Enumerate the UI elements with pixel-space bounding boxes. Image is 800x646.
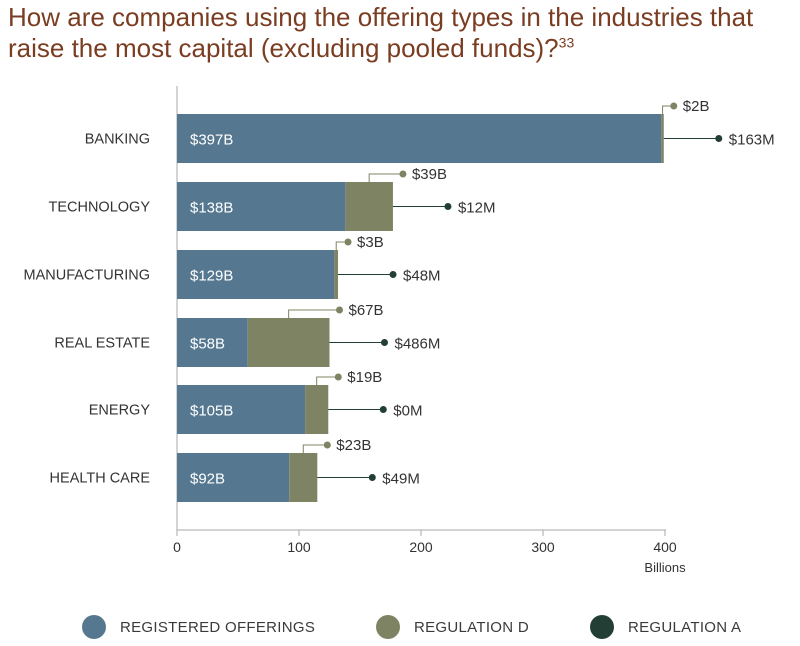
- category-label-real-estate: REAL ESTATE: [54, 336, 150, 352]
- bar-label-registered-health-care: $92B: [190, 471, 225, 488]
- bar-regd-banking: [661, 114, 664, 163]
- bar-regd-energy: [305, 385, 329, 434]
- callout-dot-regd-banking: [670, 102, 678, 110]
- legend-label-registered-offerings: REGISTERED OFFERINGS: [120, 618, 316, 636]
- leader-dot-rega-energy: [379, 406, 387, 413]
- category-label-technology: TECHNOLOGY: [48, 200, 150, 216]
- callout-dot-regd-manufacturing: [344, 238, 352, 246]
- chart-legend: REGISTERED OFFERINGS REGULATION D REGULA…: [0, 612, 800, 642]
- callout-dot-regd-energy: [334, 373, 342, 381]
- leader-label-rega-energy: $0M: [393, 403, 422, 420]
- x-axis-title: Billions: [644, 560, 686, 575]
- leader-dot-rega-banking: [715, 135, 723, 142]
- callout-line-regd-energy: [316, 376, 339, 385]
- callout-label-regd-health-care: $23B: [336, 437, 371, 454]
- bar-label-registered-real-estate: $58B: [190, 336, 225, 353]
- bar-chart: 0 100 200 300 400 Billions BANKING $397B $2B $163…: [24, 86, 775, 575]
- leader-label-rega-banking: $163M: [729, 132, 775, 149]
- legend-swatch-regulation-a: [590, 615, 614, 639]
- leader-dot-rega-health-care: [368, 474, 376, 481]
- callout-line-regd-real-estate: [288, 309, 340, 318]
- callout-line-regd-technology: [368, 173, 403, 182]
- leader-label-rega-manufacturing: $48M: [403, 268, 441, 285]
- x-tick-label: 400: [653, 539, 677, 555]
- bar-regd-real-estate: [247, 318, 330, 367]
- chart-title: How are companies using the offering typ…: [8, 2, 793, 64]
- legend-label-regulation-a: REGULATION A: [628, 618, 742, 636]
- bar-regd-health-care: [289, 453, 318, 502]
- leader-label-rega-technology: $12M: [458, 200, 496, 217]
- chart-title-text: How are companies using the offering typ…: [8, 2, 754, 63]
- bar-label-registered-banking: $397B: [190, 132, 233, 149]
- legend-item-regulation-a: REGULATION A: [590, 612, 741, 642]
- x-tick-label: 100: [287, 539, 311, 555]
- bar-registered-real-estate: [177, 318, 248, 367]
- category-label-banking: BANKING: [85, 132, 150, 148]
- category-label-energy: ENERGY: [89, 403, 151, 419]
- bar-registered-banking: [177, 114, 662, 163]
- x-tick-label: 200: [409, 539, 433, 555]
- callout-label-regd-energy: $19B: [347, 369, 382, 386]
- leader-label-rega-health-care: $49M: [382, 471, 420, 488]
- footnote-marker: 33: [558, 34, 575, 51]
- leader-dot-rega-manufacturing: [389, 271, 397, 278]
- callout-label-regd-real-estate: $67B: [349, 302, 384, 319]
- callout-dot-regd-technology: [399, 170, 407, 178]
- callout-dot-regd-health-care: [323, 441, 331, 449]
- bar-registered-technology: [177, 182, 346, 231]
- legend-swatch-regulation-d: [376, 615, 400, 639]
- category-label-health-care: HEALTH CARE: [50, 471, 151, 487]
- leader-dot-rega-technology: [444, 203, 452, 210]
- callout-label-regd-banking: $2B: [683, 98, 710, 115]
- bar-registered-health-care: [177, 453, 290, 502]
- bar-registered-manufacturing: [177, 250, 335, 299]
- leader-dot-rega-real-estate: [381, 339, 388, 346]
- x-tick-label: 0: [173, 539, 181, 555]
- callout-line-regd-manufacturing: [335, 241, 349, 250]
- legend-item-registered-offerings: REGISTERED OFFERINGS: [82, 612, 315, 642]
- bar-label-registered-energy: $105B: [190, 403, 233, 420]
- legend-label-regulation-d: REGULATION D: [414, 618, 530, 636]
- callout-line-regd-banking: [662, 105, 674, 114]
- category-label-manufacturing: MANUFACTURING: [24, 268, 150, 284]
- callout-label-regd-technology: $39B: [412, 166, 447, 183]
- x-tick-label: 300: [531, 539, 555, 555]
- callout-dot-regd-real-estate: [336, 306, 343, 314]
- bar-label-registered-technology: $138B: [190, 200, 233, 217]
- bar-regd-manufacturing: [334, 250, 339, 299]
- legend-swatch-registered-offerings: [82, 615, 106, 639]
- bar-registered-energy: [177, 385, 306, 434]
- bar-label-registered-manufacturing: $129B: [190, 268, 233, 285]
- legend-item-regulation-d: REGULATION D: [376, 612, 529, 642]
- bar-regd-technology: [345, 182, 393, 231]
- leader-label-rega-real-estate: $486M: [395, 336, 441, 353]
- callout-label-regd-manufacturing: $3B: [357, 234, 384, 251]
- callout-line-regd-health-care: [302, 444, 328, 453]
